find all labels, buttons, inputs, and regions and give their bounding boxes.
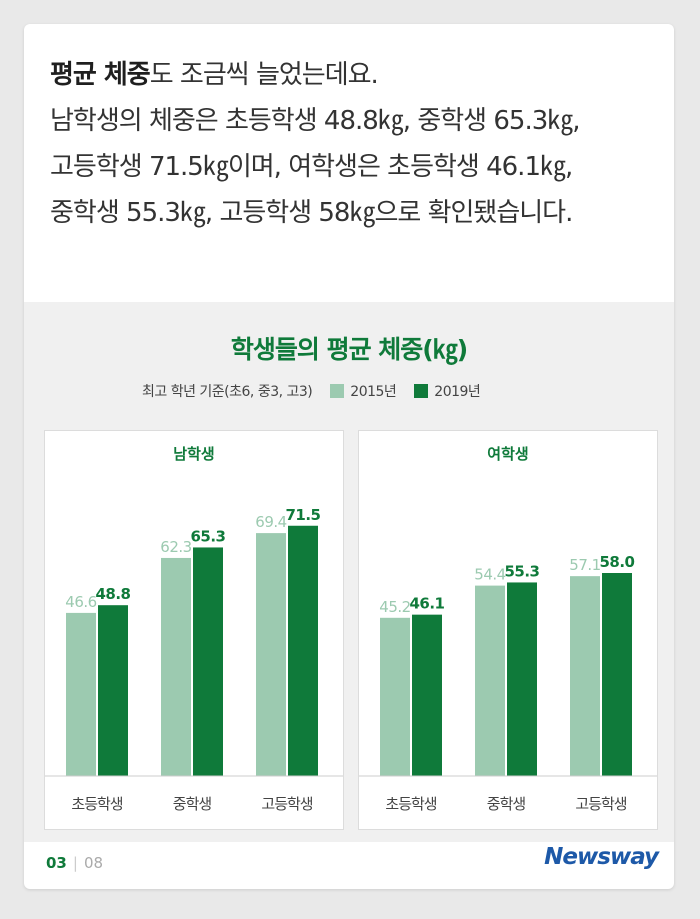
chart-legend: 최고 학년 기준(초6, 중3, 고3) 2015년 2019년 — [142, 380, 481, 402]
data-label: 46.1 — [409, 595, 444, 613]
chart-area: 학생들의 평균 체중(㎏) 최고 학년 기준(초6, 중3, 고3) 2015년… — [24, 302, 674, 842]
data-label: 57.1 — [569, 556, 600, 574]
data-label: 48.8 — [95, 585, 130, 603]
legend-label-2019: 2019년 — [434, 384, 481, 400]
bar-2015 — [475, 585, 505, 776]
bar-2019 — [288, 525, 318, 776]
data-label: 55.3 — [504, 562, 539, 580]
bar-2019 — [412, 614, 442, 776]
data-label: 45.2 — [379, 598, 410, 616]
data-label: 54.4 — [474, 566, 505, 584]
page-separator: | — [72, 854, 78, 872]
data-label: 65.3 — [190, 527, 225, 545]
category-label: 초등학생 — [385, 795, 436, 813]
category-label: 중학생 — [173, 795, 212, 813]
bar-2015 — [570, 576, 600, 776]
category-label: 고등학생 — [261, 795, 312, 813]
infographic-card: 평균 체중도 조금씩 늘었는데요. 남학생의 체중은 초등학생 48.8㎏, 중… — [24, 24, 674, 889]
data-label: 62.3 — [160, 538, 191, 556]
legend-swatch-2019 — [414, 384, 429, 398]
intro-line-1: 평균 체중도 조금씩 늘었는데요. — [50, 52, 660, 98]
page-indicator: 03 | 08 — [46, 854, 103, 872]
intro-line-4: 중학생 55.3㎏, 고등학생 58㎏으로 확인됐습니다. — [50, 198, 573, 228]
bar-2019 — [507, 582, 537, 776]
bar-2019 — [98, 605, 128, 776]
legend-label-2015: 2015년 — [350, 384, 397, 400]
category-label: 초등학생 — [71, 795, 122, 813]
bar-2015 — [256, 533, 286, 776]
data-label: 71.5 — [285, 506, 320, 524]
intro-text: 평균 체중도 조금씩 늘었는데요. 남학생의 체중은 초등학생 48.8㎏, 중… — [50, 52, 660, 236]
intro-line-3: 고등학생 71.5㎏이며, 여학생은 초등학생 46.1㎏, — [50, 152, 573, 182]
category-label: 중학생 — [487, 795, 526, 813]
chart-title: 학생들의 평균 체중(㎏) — [230, 335, 468, 364]
panel-title: 남학생 — [173, 445, 214, 463]
bar-2019 — [602, 573, 632, 776]
panel-male: 남학생 46.6 48.8 초등학생 62.3 65.3 중학생 69.4 71.5 고등학생 — [44, 430, 344, 830]
data-label: 46.6 — [65, 593, 96, 611]
intro-line-1-rest: 도 조금씩 늘었는데요. — [149, 60, 379, 90]
brand-logo: Newsway — [544, 844, 659, 870]
chart-male-svg: 남학생 46.648.8 초등학생 62.365.3 중학생 69.471.5 고등학생 — [45, 445, 343, 813]
bar-2015 — [161, 557, 191, 776]
panel-female: 여학생 45.2 46.1 초등학생 54.4 55.3 중학생 57.1 58.0 고등학생 — [358, 430, 658, 830]
intro-highlight: 평균 체중 — [50, 60, 151, 90]
data-label: 69.4 — [255, 513, 286, 531]
total-pages: 08 — [83, 854, 104, 872]
chart-note: 최고 학년 기준(초6, 중3, 고3) — [142, 384, 313, 400]
intro-line-2: 남학생의 체중은 초등학생 48.8㎏, 중학생 65.3㎏, — [50, 106, 581, 136]
data-label: 58.0 — [599, 553, 634, 571]
panel-title: 여학생 — [487, 445, 528, 463]
bar-2015 — [66, 612, 96, 776]
category-label: 고등학생 — [575, 795, 626, 813]
legend-swatch-2015 — [330, 384, 345, 398]
chart-female-svg: 여학생 45.246.1 초등학생 54.455.3 중학생 57.158.0 고등학생 — [359, 445, 657, 813]
bar-2019 — [193, 547, 223, 776]
bar-2015 — [380, 617, 410, 776]
current-page: 03 — [46, 854, 67, 872]
